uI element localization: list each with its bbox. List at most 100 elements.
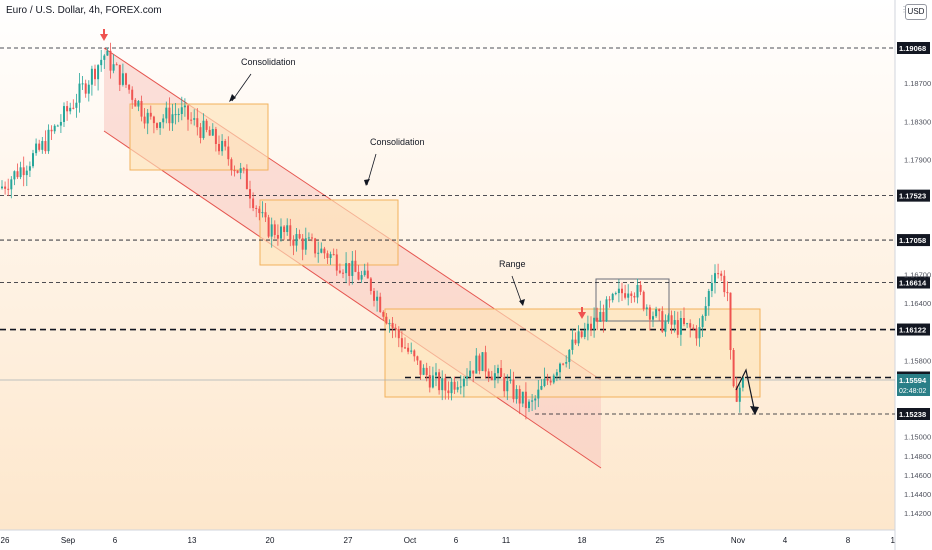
candle-body bbox=[707, 290, 710, 307]
candle-body bbox=[211, 129, 214, 136]
candle-body bbox=[298, 234, 301, 239]
candle-body bbox=[115, 64, 118, 66]
countdown-label: 02:48:02 bbox=[899, 388, 926, 395]
level-label: 1.17523 bbox=[899, 192, 926, 201]
candle-body bbox=[655, 309, 658, 317]
candle-body bbox=[267, 217, 270, 237]
candle-body bbox=[326, 253, 329, 259]
candle-body bbox=[221, 140, 224, 152]
candle-body bbox=[245, 168, 248, 190]
candle-body bbox=[466, 376, 468, 379]
consolidation-box-2 bbox=[259, 199, 399, 266]
candle-body bbox=[447, 390, 450, 394]
candle-body bbox=[388, 322, 391, 324]
consolidation-box-1 bbox=[129, 103, 269, 171]
candle-body bbox=[497, 368, 499, 374]
candle-body bbox=[481, 352, 484, 371]
time-tick-label: Sep bbox=[61, 536, 76, 545]
candle-body bbox=[438, 372, 441, 391]
candle-body bbox=[354, 260, 357, 272]
candle-body bbox=[605, 299, 608, 322]
candle-body bbox=[652, 316, 654, 320]
candle-body bbox=[317, 252, 320, 254]
candle-body bbox=[695, 328, 698, 339]
candle-body bbox=[143, 116, 146, 124]
annotation-arrowhead-3 bbox=[519, 299, 525, 306]
candle-body bbox=[490, 376, 493, 381]
candle-body bbox=[735, 386, 738, 402]
candle-body bbox=[425, 367, 428, 376]
candle-body bbox=[323, 248, 326, 254]
candle-body bbox=[230, 159, 233, 171]
candle-body bbox=[199, 127, 202, 138]
candle-body bbox=[301, 238, 304, 250]
candle-body bbox=[171, 114, 174, 124]
candle-body bbox=[280, 226, 282, 239]
candle-body bbox=[627, 293, 630, 298]
candle-body bbox=[670, 315, 673, 325]
channel-lower-line bbox=[103, 130, 602, 469]
candle-body bbox=[664, 321, 667, 332]
candle-body bbox=[131, 89, 134, 100]
candle-body bbox=[534, 398, 537, 401]
time-tick-label: 4 bbox=[783, 536, 788, 545]
candle-body bbox=[81, 83, 84, 85]
candle-body bbox=[456, 387, 459, 390]
candle-body bbox=[450, 381, 453, 394]
time-tick-label: Nov bbox=[731, 536, 745, 545]
candle-body bbox=[152, 116, 155, 124]
candle-body bbox=[521, 391, 524, 404]
candle-body bbox=[435, 372, 437, 376]
candle-body bbox=[704, 306, 707, 317]
candle-body bbox=[500, 368, 503, 377]
candle-body bbox=[444, 378, 447, 391]
currency-label: USD bbox=[907, 7, 925, 16]
range-label: Range bbox=[499, 259, 526, 269]
candle-body bbox=[227, 146, 230, 160]
candle-body bbox=[717, 273, 720, 275]
candle-body bbox=[10, 179, 13, 190]
level-label-bg bbox=[897, 323, 930, 336]
candle-body bbox=[531, 400, 534, 402]
candle-body bbox=[258, 208, 261, 214]
candle-body bbox=[633, 295, 636, 298]
candle-body bbox=[621, 288, 623, 294]
candle-body bbox=[376, 296, 379, 301]
candle-body bbox=[283, 226, 286, 233]
candle-body bbox=[304, 238, 307, 250]
candle-body bbox=[568, 349, 571, 363]
candle-body bbox=[307, 237, 310, 239]
projection-arrow bbox=[735, 368, 756, 414]
candle-body bbox=[214, 129, 217, 144]
projection-arrowhead bbox=[750, 406, 759, 415]
level-label: 1.19068 bbox=[899, 44, 926, 53]
time-tick-label: 13 bbox=[188, 536, 197, 545]
currency-badge[interactable]: ⋮ USD bbox=[900, 4, 927, 20]
consolidation-label-2: Consolidation bbox=[370, 137, 425, 147]
candle-body bbox=[630, 293, 633, 296]
candle-body bbox=[112, 64, 115, 71]
candle-body bbox=[273, 224, 276, 235]
current-price-label: 1.15594 bbox=[899, 376, 927, 385]
candle-body bbox=[146, 112, 149, 124]
candle-body bbox=[162, 118, 165, 123]
annotation-arrow-3 bbox=[511, 275, 523, 305]
candle-body bbox=[218, 143, 220, 152]
candle-body bbox=[667, 315, 670, 322]
candle-body bbox=[311, 237, 313, 239]
red-arrow-marker bbox=[100, 34, 108, 41]
candle-body bbox=[78, 83, 81, 103]
candle-body bbox=[571, 339, 574, 350]
candle-body bbox=[63, 106, 65, 122]
candle-body bbox=[13, 171, 16, 180]
price-tick-label: 1.16400 bbox=[904, 299, 931, 308]
candle-body bbox=[441, 378, 444, 391]
candle-body bbox=[56, 125, 59, 127]
candle-body bbox=[419, 360, 422, 375]
candle-body bbox=[407, 347, 410, 352]
candle-body bbox=[738, 387, 741, 402]
level-label-bg bbox=[897, 234, 930, 247]
candle-body bbox=[726, 292, 729, 294]
